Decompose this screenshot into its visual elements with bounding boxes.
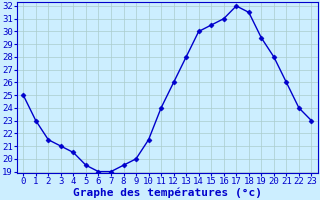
X-axis label: Graphe des températures (°c): Graphe des températures (°c) [73, 187, 262, 198]
